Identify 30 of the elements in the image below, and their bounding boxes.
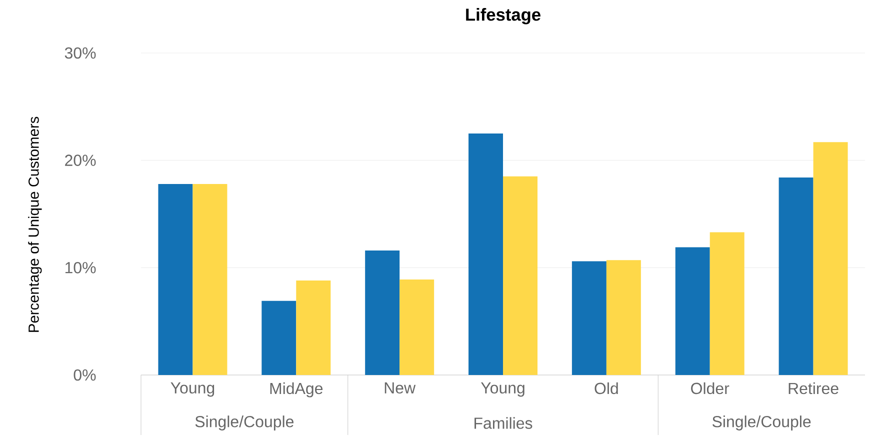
y-tick-label: 30% bbox=[64, 47, 96, 59]
bar bbox=[813, 142, 848, 375]
y-tick-label: 10% bbox=[65, 262, 96, 274]
y-tick-label: 0% bbox=[74, 369, 96, 381]
x-tick-label: Young bbox=[170, 382, 214, 397]
bar bbox=[572, 261, 606, 375]
bar bbox=[606, 260, 641, 375]
chart-title: Lifestage bbox=[466, 8, 540, 24]
x-tick-label: Young bbox=[480, 382, 524, 397]
bar bbox=[468, 134, 504, 375]
y-tick-label: 20% bbox=[65, 154, 96, 166]
x-tick-label: New bbox=[384, 382, 416, 394]
text: Single/Couple bbox=[712, 416, 811, 430]
bar bbox=[503, 176, 538, 375]
x-tick-label: Older bbox=[691, 382, 730, 394]
text: Single/Couple bbox=[195, 416, 294, 430]
bar bbox=[710, 232, 744, 375]
x-tick-label: Old bbox=[594, 382, 618, 394]
x-tick-label: Retiree bbox=[788, 382, 838, 394]
bar bbox=[365, 250, 400, 375]
bar bbox=[778, 178, 814, 375]
bar bbox=[400, 279, 434, 375]
bar bbox=[262, 300, 296, 375]
x-tick-label: MidAge bbox=[270, 382, 323, 398]
bar bbox=[192, 184, 228, 375]
bar bbox=[296, 280, 331, 375]
bar bbox=[158, 184, 193, 375]
text: Families bbox=[474, 417, 532, 429]
y-axis-title: Percentage of Unique Customers bbox=[28, 116, 42, 332]
bar bbox=[675, 247, 710, 375]
